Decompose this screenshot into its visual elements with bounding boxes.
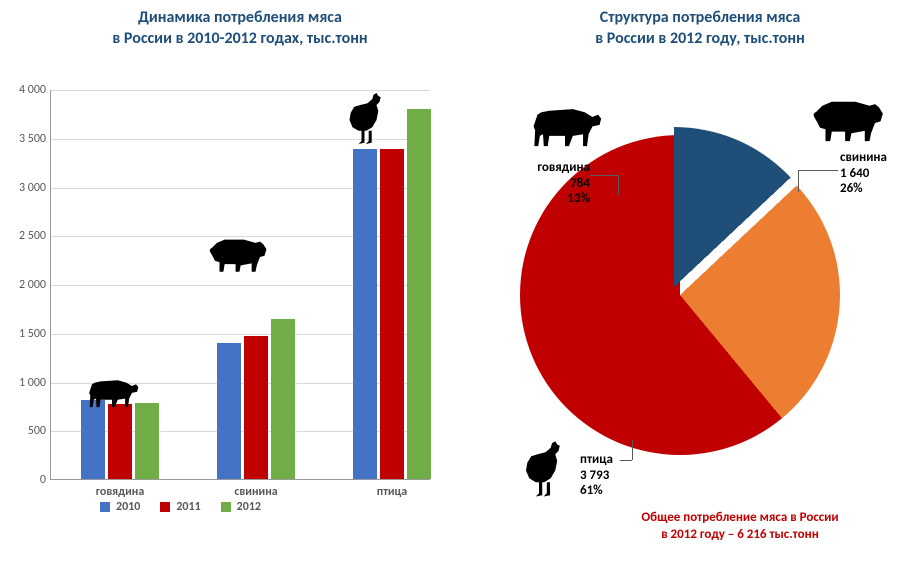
- legend-swatch: [221, 502, 231, 512]
- pie-label-poultry: птица 3 793 61%: [580, 452, 613, 499]
- bar: [380, 149, 404, 479]
- bar: [135, 403, 159, 479]
- bar-chart-title: Динамика потребления мяса в России в 201…: [40, 8, 440, 50]
- leader-line: [590, 175, 618, 176]
- bar: [108, 404, 132, 479]
- footer-line: Общее потребление мяса в России: [641, 510, 838, 525]
- chicken-icon: [518, 438, 573, 503]
- bar: [407, 109, 431, 479]
- cow-icon: [525, 95, 605, 150]
- legend-item: 2011: [160, 500, 200, 514]
- bar: [244, 336, 268, 479]
- pie-label-beef: говядина 784 13%: [512, 160, 590, 207]
- cow-icon: [82, 370, 142, 410]
- x-axis-label: свинина: [212, 485, 300, 499]
- footer-note: Общее потребление мяса в России в 2012 г…: [590, 510, 890, 544]
- legend-label: 2012: [237, 500, 261, 514]
- bar: [353, 149, 377, 479]
- y-axis-label: 2 000: [6, 278, 46, 292]
- y-axis-label: 3 000: [6, 181, 46, 195]
- legend-swatch: [160, 502, 170, 512]
- pie-label-value: 1 640: [840, 166, 869, 181]
- leader-line: [798, 170, 799, 192]
- pig-icon: [205, 230, 270, 275]
- y-axis-label: 1 500: [6, 327, 46, 341]
- y-axis-label: 4 000: [6, 83, 46, 97]
- bar: [271, 319, 295, 479]
- legend-label: 2010: [116, 500, 140, 514]
- y-axis-label: 0: [6, 473, 46, 487]
- pie-label-value: 784: [570, 176, 590, 191]
- chicken-icon: [340, 90, 395, 150]
- title-line: в России в 2012 году, тыс.тонн: [595, 29, 805, 48]
- pie-label-text: свинина: [840, 150, 887, 165]
- leader-line: [798, 170, 838, 171]
- pie-label-text: говядина: [537, 160, 590, 175]
- bar-legend: 2010 2011 2012: [100, 500, 261, 514]
- footer-line: в 2012 году – 6 216 тыс.тонн: [661, 527, 819, 542]
- pie-label-pork: свинина 1 640 26%: [840, 150, 887, 197]
- pie-label-pct: 61%: [580, 483, 603, 498]
- y-axis-label: 3 500: [6, 132, 46, 146]
- leader-line: [618, 175, 619, 195]
- x-axis-label: говядина: [76, 485, 164, 499]
- title-line: в России в 2010-2012 годах, тыс.тонн: [112, 29, 367, 48]
- legend-swatch: [100, 502, 110, 512]
- bar: [81, 400, 105, 479]
- leader-line: [620, 460, 632, 461]
- title-line: Динамика потребления мяса: [138, 8, 342, 27]
- y-axis-label: 500: [6, 424, 46, 438]
- x-axis-label: птица: [348, 485, 436, 499]
- leader-line: [632, 440, 633, 460]
- legend-item: 2012: [221, 500, 261, 514]
- legend-item: 2010: [100, 500, 140, 514]
- pie-label-pct: 26%: [840, 181, 863, 196]
- y-axis-label: 1 000: [6, 376, 46, 390]
- pie-label-text: птица: [580, 452, 613, 467]
- pie-label-value: 3 793: [580, 468, 609, 483]
- y-axis-label: 2 500: [6, 229, 46, 243]
- pig-icon: [805, 90, 890, 145]
- legend-label: 2011: [176, 500, 200, 514]
- pie-label-pct: 13%: [567, 191, 590, 206]
- pie-chart-title: Структура потребления мяса в России в 20…: [500, 8, 900, 50]
- bar: [217, 343, 241, 479]
- title-line: Структура потребления мяса: [600, 8, 800, 27]
